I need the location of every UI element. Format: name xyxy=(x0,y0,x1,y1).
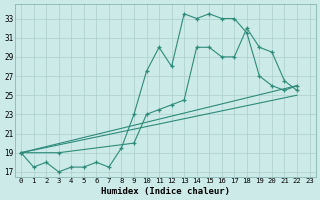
X-axis label: Humidex (Indice chaleur): Humidex (Indice chaleur) xyxy=(101,187,230,196)
